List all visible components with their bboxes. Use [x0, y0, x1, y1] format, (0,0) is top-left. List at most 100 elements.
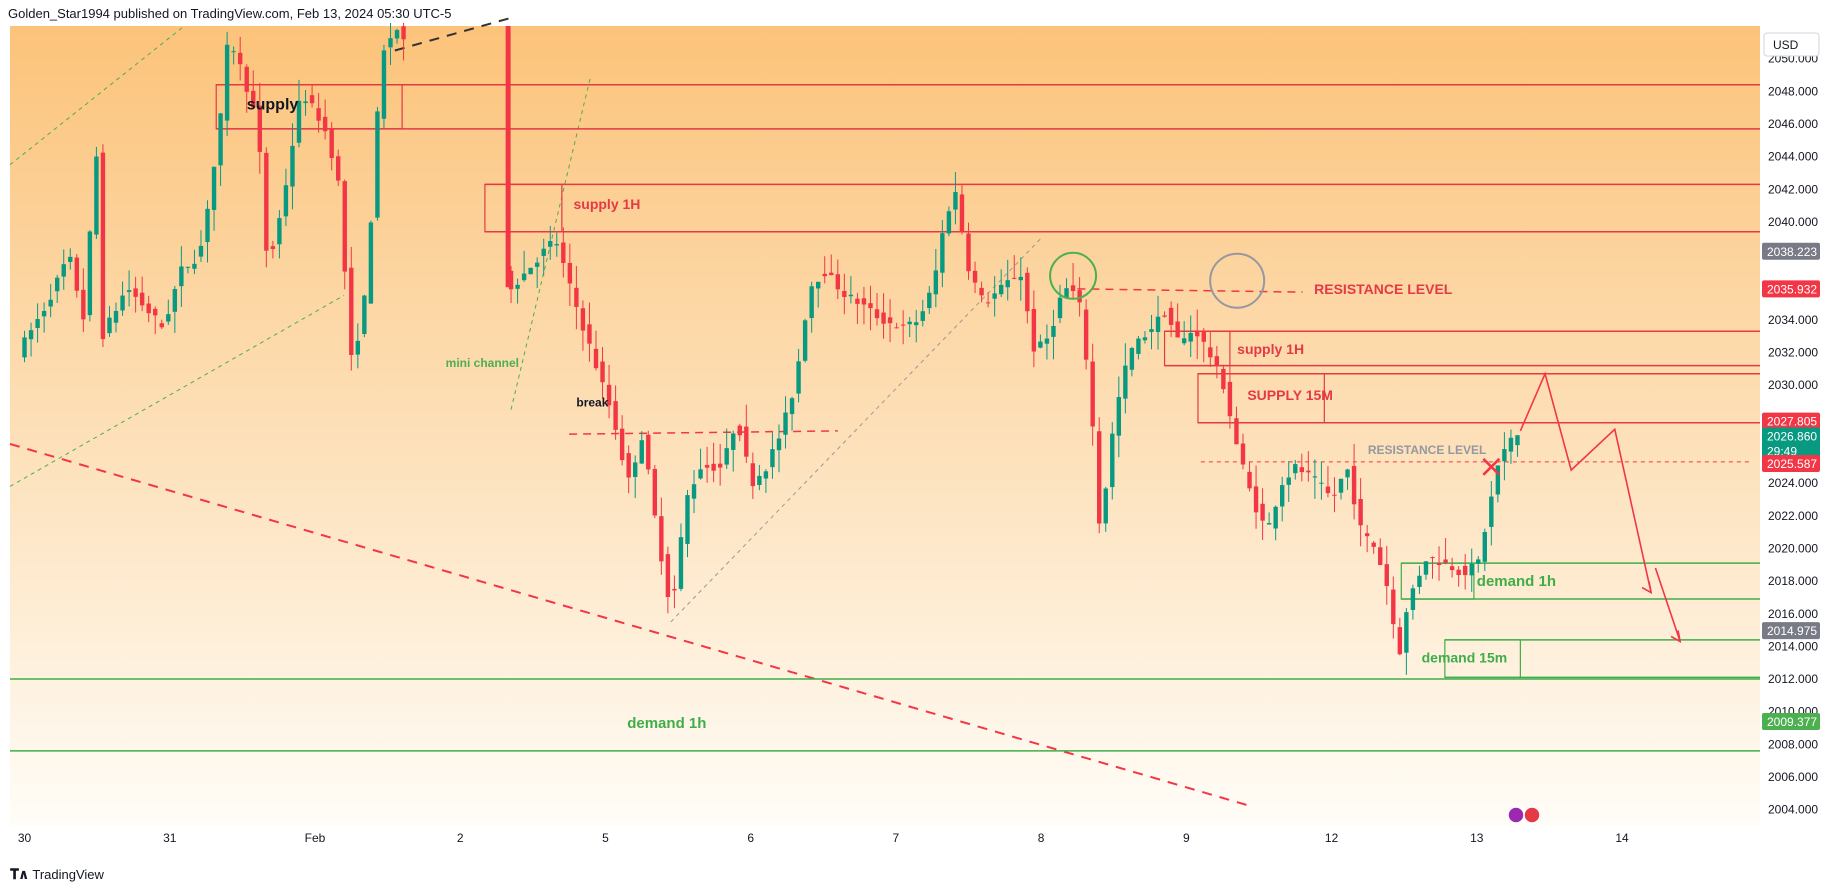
candle-151	[1110, 422, 1115, 500]
candle-158	[1155, 295, 1161, 350]
candle-187	[1345, 468, 1350, 490]
candle-body	[1508, 437, 1514, 452]
candle-50	[349, 246, 354, 371]
candle-body	[192, 263, 197, 269]
candle-body	[659, 516, 664, 562]
candle-body	[744, 426, 749, 457]
candle-20	[153, 306, 158, 335]
candle-body	[757, 475, 762, 486]
candle-body	[567, 262, 573, 284]
footer-brand: TradingView	[32, 867, 104, 882]
candle-68	[567, 243, 573, 307]
candle-body	[401, 26, 406, 40]
candle-14	[113, 302, 119, 333]
candle-159	[1162, 311, 1167, 318]
candle-137	[1018, 257, 1023, 301]
candle-211	[1502, 432, 1507, 481]
event-flag-icon[interactable]	[1523, 806, 1541, 824]
candle-body	[1332, 494, 1337, 496]
price-tag-label: 2014.975	[1767, 624, 1817, 638]
candle-1	[28, 322, 34, 357]
candle-198	[1417, 565, 1422, 595]
candle-body	[1286, 477, 1291, 485]
candle-149	[1097, 417, 1102, 534]
candle-body	[1025, 272, 1030, 312]
candle-body	[1417, 575, 1422, 587]
currency-selector[interactable]	[1763, 32, 1820, 57]
candle-body	[244, 66, 249, 92]
candle-167	[1214, 345, 1220, 379]
candle-body	[796, 361, 801, 394]
price-tag-4: 2025.587	[1762, 455, 1820, 473]
candle-72	[593, 330, 599, 371]
candle-57	[394, 28, 400, 44]
candle-body	[1515, 435, 1520, 446]
candle-body	[1423, 561, 1429, 575]
candle-143	[1057, 284, 1063, 324]
candle-body	[54, 277, 60, 292]
candle-2	[35, 303, 40, 343]
candle-body	[68, 256, 73, 262]
candle-120	[907, 316, 912, 338]
candle-body	[959, 194, 965, 232]
candle-body	[1476, 559, 1481, 564]
candle-109	[835, 259, 841, 300]
projection-arrow-2	[1670, 630, 1682, 644]
candle-117	[887, 299, 893, 343]
candle-body	[887, 317, 893, 324]
resistance-label-1: RESISTANCE LEVEL	[1314, 281, 1453, 297]
candle-body	[678, 537, 684, 589]
candle-body	[815, 281, 821, 289]
break-dashed-line	[569, 430, 838, 435]
candle-201	[1436, 546, 1442, 581]
candle-body	[277, 218, 282, 245]
candle-body	[1168, 307, 1174, 326]
candle-body	[1175, 321, 1180, 338]
supply-box	[215, 84, 403, 130]
candle-body	[1149, 329, 1154, 333]
candle-body	[349, 267, 354, 355]
event-lightning-icon[interactable]	[1507, 806, 1525, 824]
candle-body	[737, 425, 742, 436]
candle-body	[113, 310, 119, 323]
candle-body	[855, 298, 860, 304]
price-tick-label: 2040.000	[1768, 215, 1818, 229]
candle-13	[107, 305, 112, 337]
candle-139	[1031, 290, 1037, 368]
candle-body	[1201, 331, 1206, 342]
candle-62	[528, 267, 533, 275]
candle-105	[809, 281, 814, 333]
candle-body	[198, 245, 204, 257]
candle-92	[724, 428, 729, 469]
candle-132	[985, 292, 991, 308]
candle-107	[822, 256, 827, 284]
candle-body	[1155, 316, 1161, 332]
candle-body	[1208, 347, 1213, 358]
candle-body	[548, 241, 553, 247]
candle-6	[61, 249, 66, 290]
candle-177	[1279, 476, 1285, 522]
candle-body	[1090, 361, 1095, 427]
candle-182	[1312, 459, 1318, 499]
candle-body	[1136, 338, 1141, 354]
candle-body	[1306, 470, 1311, 473]
candle-body	[368, 222, 374, 304]
price-tag-bg	[1762, 713, 1820, 731]
candle-body	[1319, 482, 1324, 484]
candle-119	[900, 310, 906, 345]
candle-46	[322, 99, 328, 140]
tradingview-logo[interactable]: 𝐓∧ TradingView	[10, 866, 104, 883]
candle-body	[74, 257, 80, 291]
candle-body	[1279, 485, 1285, 507]
candle-body	[218, 113, 223, 166]
candle-63	[534, 257, 540, 288]
candle-32	[231, 46, 236, 65]
candle-body	[1214, 356, 1220, 366]
price-tag-6: 2009.377	[1762, 713, 1820, 731]
price-tag-bg	[1762, 412, 1820, 430]
candle-196	[1404, 607, 1409, 675]
candle-88	[698, 448, 703, 480]
candle-body	[1358, 499, 1363, 526]
candle-138	[1025, 267, 1030, 324]
